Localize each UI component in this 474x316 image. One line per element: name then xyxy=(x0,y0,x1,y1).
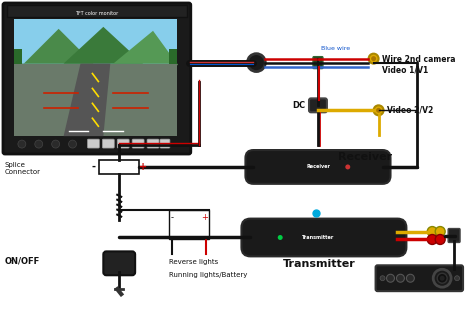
FancyBboxPatch shape xyxy=(103,252,135,275)
Polygon shape xyxy=(24,29,93,64)
Circle shape xyxy=(440,276,445,281)
Circle shape xyxy=(35,140,43,148)
Circle shape xyxy=(371,56,376,61)
Text: Wire 2nd camera
Video 1/V1: Wire 2nd camera Video 1/V1 xyxy=(382,55,455,74)
Circle shape xyxy=(433,269,451,287)
FancyBboxPatch shape xyxy=(100,160,139,174)
Circle shape xyxy=(374,105,383,115)
Polygon shape xyxy=(113,31,177,64)
Text: -: - xyxy=(91,162,95,172)
Circle shape xyxy=(247,54,265,71)
FancyBboxPatch shape xyxy=(117,139,129,148)
Circle shape xyxy=(376,108,381,113)
Text: Receiver: Receiver xyxy=(306,164,330,169)
Text: -: - xyxy=(171,213,174,222)
Text: Receiver: Receiver xyxy=(338,152,392,162)
Text: Splice: Splice xyxy=(5,162,26,168)
FancyBboxPatch shape xyxy=(87,139,100,148)
Circle shape xyxy=(278,235,283,240)
Text: Video 2/V2: Video 2/V2 xyxy=(386,106,433,115)
FancyBboxPatch shape xyxy=(313,57,323,69)
Text: Blue wire: Blue wire xyxy=(321,46,350,51)
FancyBboxPatch shape xyxy=(14,64,177,136)
FancyBboxPatch shape xyxy=(448,228,460,242)
FancyBboxPatch shape xyxy=(169,210,209,240)
FancyBboxPatch shape xyxy=(160,139,170,148)
Circle shape xyxy=(396,274,404,282)
FancyBboxPatch shape xyxy=(102,139,114,148)
FancyBboxPatch shape xyxy=(147,139,159,148)
FancyBboxPatch shape xyxy=(246,150,391,184)
Text: TFT color monitor: TFT color monitor xyxy=(75,11,118,16)
FancyBboxPatch shape xyxy=(241,219,406,256)
Polygon shape xyxy=(64,64,110,136)
Text: DC: DC xyxy=(292,101,305,110)
FancyBboxPatch shape xyxy=(14,19,177,64)
Circle shape xyxy=(52,140,60,148)
FancyBboxPatch shape xyxy=(169,49,177,64)
Circle shape xyxy=(345,164,350,169)
Text: Reverse lights: Reverse lights xyxy=(169,259,218,265)
FancyBboxPatch shape xyxy=(3,3,191,154)
Text: +: + xyxy=(201,213,208,222)
FancyBboxPatch shape xyxy=(309,98,327,112)
FancyBboxPatch shape xyxy=(375,265,463,291)
Circle shape xyxy=(427,234,437,245)
Text: Running lights/Battery: Running lights/Battery xyxy=(169,272,247,278)
Text: +: + xyxy=(139,162,147,172)
FancyBboxPatch shape xyxy=(7,5,187,17)
Text: Connector: Connector xyxy=(5,169,41,175)
Circle shape xyxy=(406,274,414,282)
Circle shape xyxy=(369,54,379,64)
Circle shape xyxy=(69,140,76,148)
Circle shape xyxy=(435,234,445,245)
Text: Transmitter: Transmitter xyxy=(283,259,356,269)
Circle shape xyxy=(455,276,460,281)
Circle shape xyxy=(380,276,385,281)
Circle shape xyxy=(18,140,26,148)
Text: Transmitter: Transmitter xyxy=(302,235,334,240)
Circle shape xyxy=(437,273,447,283)
Circle shape xyxy=(427,227,437,236)
Circle shape xyxy=(435,227,445,236)
Text: ON/OFF: ON/OFF xyxy=(5,257,40,266)
Polygon shape xyxy=(64,27,143,64)
FancyBboxPatch shape xyxy=(14,49,22,64)
Circle shape xyxy=(386,274,394,282)
FancyBboxPatch shape xyxy=(132,139,144,148)
